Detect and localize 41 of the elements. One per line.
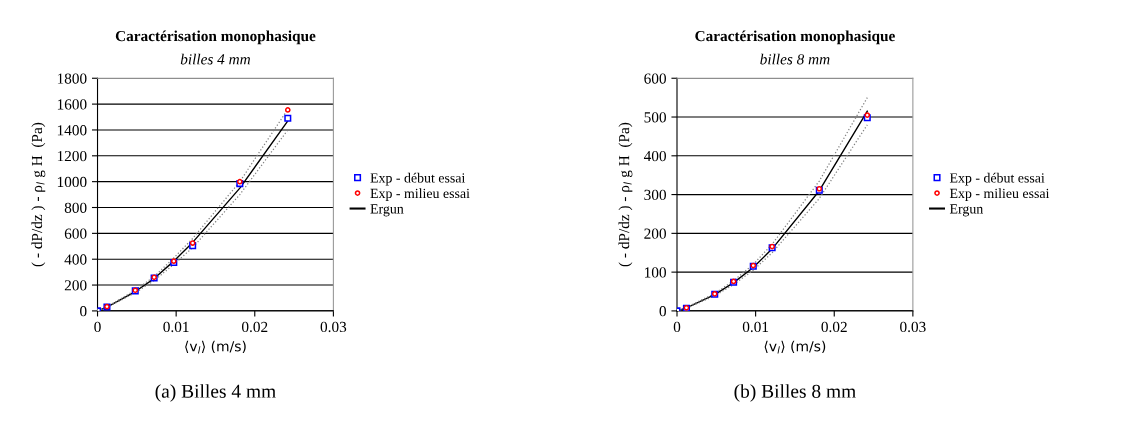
x-tick-label: 0 xyxy=(673,321,681,333)
y-tick-label: 400 xyxy=(64,254,87,265)
x-tick-label: 0.03 xyxy=(900,321,926,333)
legend-label: Exp - milieu essai xyxy=(370,188,470,201)
y-tick-label: 100 xyxy=(645,267,666,278)
x-tick-label: 0.01 xyxy=(742,321,769,333)
x-tick-label: 0.02 xyxy=(241,321,268,333)
y-tick-label: 400 xyxy=(643,150,666,162)
x-axis-title: ⟨v$_{l}$⟩ (m/s) xyxy=(764,340,826,354)
legend-label: Exp - milieu essai xyxy=(949,188,1050,201)
y-tick-label: 200 xyxy=(644,228,666,239)
chart-title: Caractérisation monophasique xyxy=(115,30,316,45)
y-tick-label: 600 xyxy=(64,228,87,239)
text: (b) Billes 8 mm xyxy=(734,384,856,402)
x-tick-label: 0.03 xyxy=(320,321,347,333)
x-tick-label: 0 xyxy=(94,321,101,333)
y-tick-label: 600 xyxy=(644,73,666,84)
chart-subtitle: billes 8 mm xyxy=(760,53,830,65)
y-tick-label: 1600 xyxy=(57,99,87,110)
y-tick-label: 800 xyxy=(64,202,87,213)
legend-label: Exp - début essai xyxy=(949,172,1045,186)
x-tick-label: 0.02 xyxy=(821,321,847,333)
legend-label: Exp - début essai xyxy=(370,172,466,186)
text: (a) Billes 4 mm xyxy=(155,384,276,402)
y-axis-title: ( - dP/dz ) - ρ$_{l}$ g H (Pa) xyxy=(31,122,46,267)
y-tick-label: 0 xyxy=(659,306,666,317)
y-tick-label: 1200 xyxy=(57,150,87,162)
legend-label: Ergun xyxy=(949,204,984,217)
legend-label: Ergun xyxy=(370,204,404,217)
y-tick-label: 300 xyxy=(644,189,666,201)
x-tick-label: 0.01 xyxy=(163,321,189,333)
chart-subtitle: billes 4 mm xyxy=(180,53,251,65)
x-axis-title: ⟨v$_{l}$⟩ (m/s) xyxy=(185,340,246,354)
y-tick-label: 1400 xyxy=(57,125,87,136)
chart-title: Caractérisation monophasique xyxy=(695,30,895,45)
y-tick-label: 0 xyxy=(80,306,87,317)
y-tick-label: 500 xyxy=(644,112,666,123)
y-tick-label: 1800 xyxy=(57,73,87,84)
y-tick-label: 200 xyxy=(64,280,87,291)
y-axis-title: ( - dP/dz ) - ρ$_{l}$ g H (Pa) xyxy=(618,122,633,267)
y-tick-label: 1000 xyxy=(57,176,87,188)
